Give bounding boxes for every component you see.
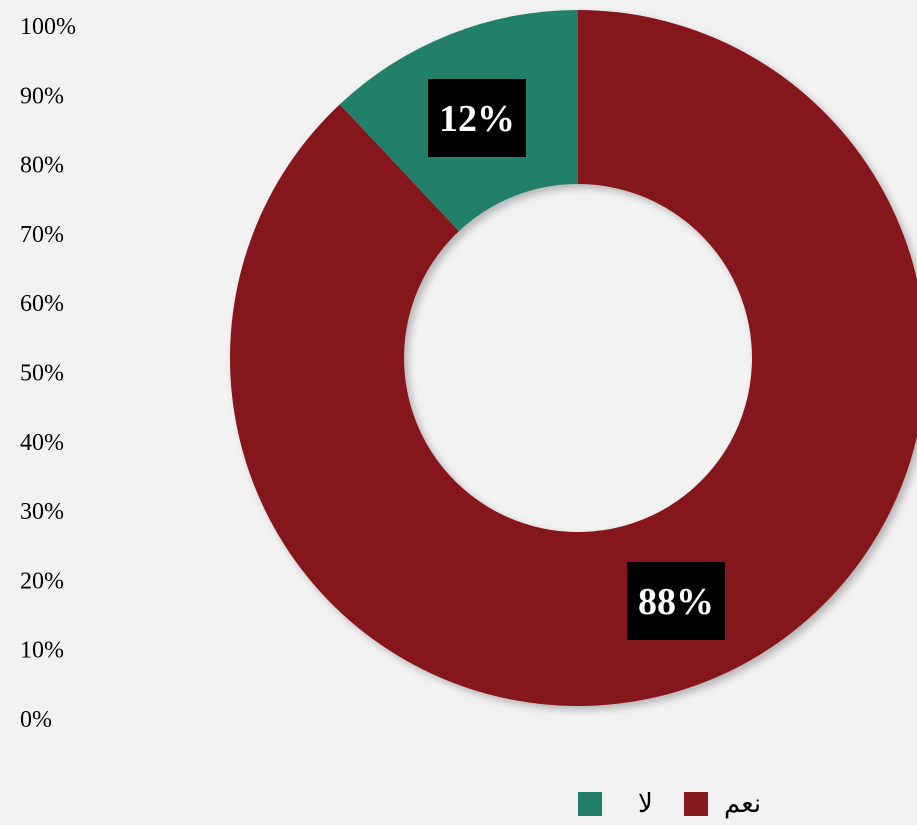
tick-label: 80% bbox=[20, 153, 64, 179]
tick-label: 50% bbox=[20, 361, 64, 387]
legend: لا نعم bbox=[578, 786, 778, 822]
donut-slice bbox=[230, 10, 917, 706]
data-label-box bbox=[428, 79, 526, 157]
tick-label: 70% bbox=[20, 222, 64, 248]
data-label: 88% bbox=[627, 562, 725, 640]
legend-swatch-no bbox=[578, 792, 602, 816]
tick-label: 60% bbox=[20, 291, 64, 317]
data-labels: 88% 12% bbox=[428, 79, 725, 640]
tick-label: 20% bbox=[20, 568, 64, 594]
legend-item-no: لا bbox=[578, 786, 653, 822]
tick-label: 10% bbox=[20, 638, 64, 664]
legend-swatch-yes bbox=[684, 792, 708, 816]
donut-slices bbox=[230, 10, 917, 706]
legend-item-yes: نعم bbox=[684, 786, 761, 822]
legend-label-no: لا bbox=[638, 789, 653, 819]
data-label-text: 88% bbox=[638, 581, 714, 623]
tick-label: 0% bbox=[20, 707, 52, 733]
axis-ticks: 100% 90% 80% 70% 60% 50% 40% 30% 20% 10% 0% bbox=[20, 14, 76, 733]
legend-label-yes: نعم bbox=[724, 789, 762, 819]
data-label-text: 12% bbox=[439, 98, 515, 140]
data-label: 12% bbox=[428, 79, 526, 157]
tick-label: 90% bbox=[20, 83, 64, 109]
tick-label: 30% bbox=[20, 499, 64, 525]
tick-label: 100% bbox=[20, 14, 76, 40]
data-label-box bbox=[627, 562, 725, 640]
tick-label: 40% bbox=[20, 430, 64, 456]
